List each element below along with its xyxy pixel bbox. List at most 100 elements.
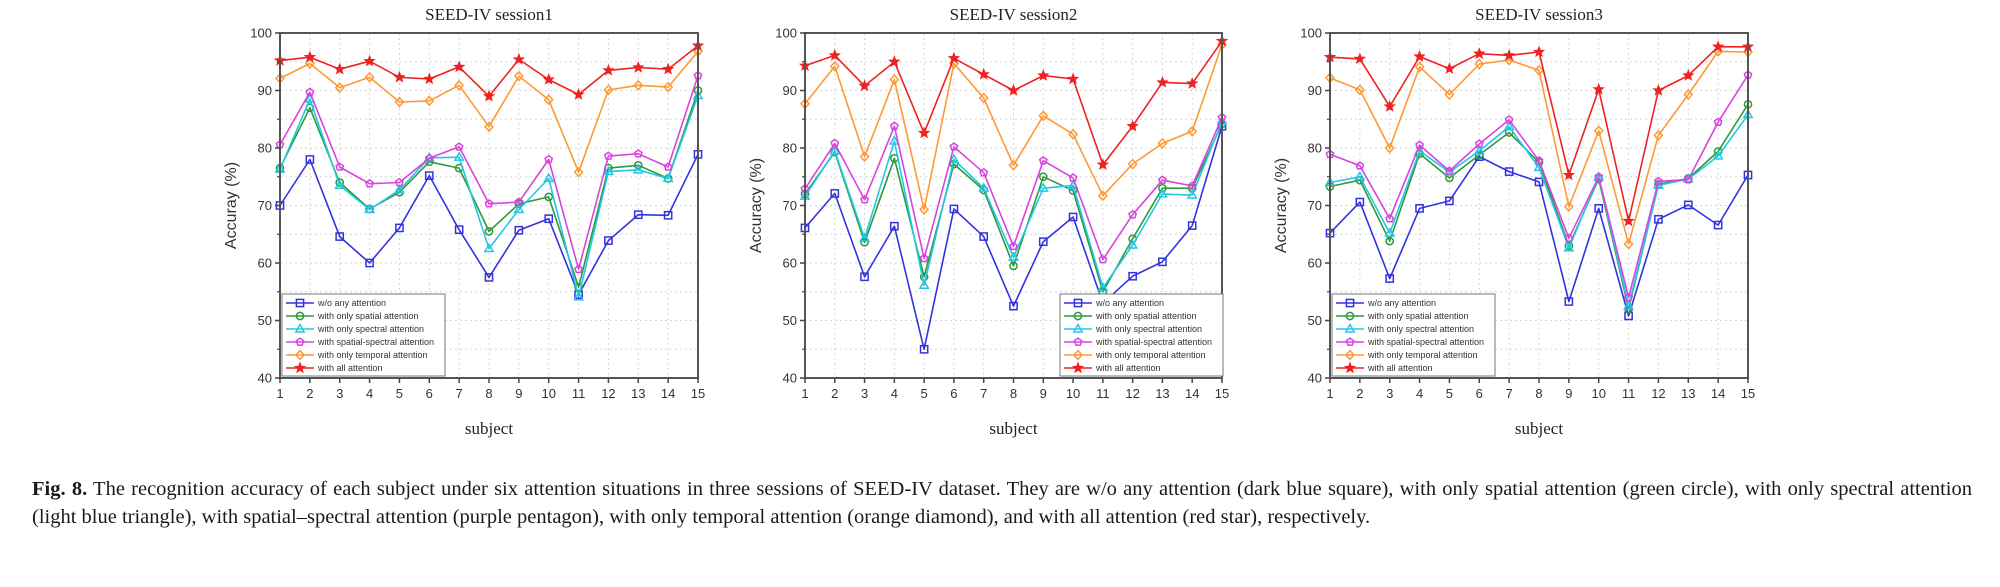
data-point-star [632,61,645,73]
legend-label: with spatial-spectral attention [1095,337,1212,347]
legend-marker-square [1073,298,1083,308]
chart-panel-session3: 1 2 3 4 5 6 7 8 9 10 11 12 13 14 15405060708090100SEED… [1273,5,1755,438]
data-point-square [1713,220,1723,230]
data-point-triangle [513,203,525,214]
data-point-diamond [1414,61,1425,73]
series-with-spatial-spectral-attention [800,112,1227,264]
legend-label: with only spectral attention [317,324,424,334]
legend-label: with only temporal attention [1095,350,1206,360]
data-point-star [1592,82,1605,95]
data-point-pentagon [633,149,643,158]
x-tick-label: 11 [1096,386,1110,401]
data-point-star [1353,52,1367,65]
data-point-diamond [543,94,554,106]
data-point-square [1504,167,1514,176]
data-point-triangle [483,242,495,253]
data-point-star [1066,72,1080,85]
figure: 1 2 3 4 5 6 7 8 9 10 11 12 13 14 15405060708090100SEED… [223,5,1755,438]
series-with-all-attention [798,34,1229,170]
data-point-triangle [918,279,930,290]
data-point-square [830,189,840,198]
legend-label: with only temporal attention [317,350,428,360]
data-point-triangle [978,182,990,192]
data-point-pentagon [544,154,554,164]
legend-item: with only temporal attention [1336,349,1478,361]
series-line [1329,155,1749,317]
data-point-star [858,79,871,92]
x-tick-label: 11 [572,386,586,401]
data-point-square [979,232,989,241]
data-point-circle [633,160,643,170]
data-point-star [947,51,961,64]
data-point-circle [1038,172,1048,182]
data-point-pentagon [830,138,840,148]
data-point-triangle [1473,144,1485,155]
data-point-diamond [573,166,584,178]
legend-label: with all attention [1095,363,1161,373]
series-line [1329,114,1749,307]
data-point-square [919,344,929,354]
x-tick-label: 12 [1651,386,1665,401]
data-point-circle [1158,183,1167,193]
data-point-square [365,258,374,268]
data-point-diamond [859,151,870,163]
x-tick-label: 11 [1622,386,1636,401]
x-tick-label: 14 [1185,386,1199,401]
data-point-triangle [632,163,644,174]
data-point-star [423,72,436,85]
series-line [279,50,699,173]
data-point-diamond [1097,190,1108,202]
series-with-only-temporal-attention [799,38,1228,216]
x-tick-label: 5 [1446,386,1453,401]
data-point-square [663,210,673,220]
data-point-square [1415,204,1424,213]
data-point-square [633,210,643,220]
legend-label: with all attention [1367,363,1433,373]
y-tick-label: 40 [258,371,272,386]
y-tick-label: 60 [258,256,272,271]
legend-item: with only temporal attention [1064,349,1206,361]
data-point-star [363,54,376,67]
data-point-square [1068,212,1078,222]
data-point-diamond [454,79,465,91]
data-point-star [393,70,406,83]
data-point-star [512,52,526,65]
data-point-pentagon [1653,176,1663,186]
data-point-pentagon [484,199,494,208]
data-point-square [305,155,315,164]
legend-marker-triangle [1072,323,1084,333]
legend-label: with all attention [317,363,383,373]
x-tick-label: 10 [1066,386,1080,401]
data-point-triangle [1097,281,1109,292]
chart-title: SEED-IV session3 [1475,5,1603,24]
legend-label: with only spatial attention [1095,311,1197,321]
legend-marker-circle [295,311,305,321]
data-point-star [1443,62,1456,74]
data-point-star [1186,77,1199,89]
data-point-star [977,67,990,80]
legend-label: with spatial-spectral attention [317,337,434,347]
data-point-star [482,89,496,102]
y-tick-label: 100 [775,26,797,41]
series-line [1329,50,1749,245]
data-point-star [1037,69,1050,81]
data-point-triangle [543,172,555,183]
series-with-only-spectral-attention [799,115,1228,292]
x-tick-label: 15 [1741,386,1755,401]
legend: w/o any attention with only spatial atten… [1059,293,1224,377]
legend-item: w/o any attention [1336,298,1436,308]
data-point-square [1445,196,1454,206]
legend-item: with all attention [1064,361,1161,374]
legend-label: with only spatial attention [317,311,419,321]
data-point-diamond [919,204,930,216]
x-tick-label: 9 [1565,386,1572,401]
data-point-star [1473,47,1486,60]
y-tick-label: 90 [1308,83,1322,98]
data-point-diamond [1683,89,1694,101]
data-point-triangle [888,135,900,145]
legend-marker-pentagon [1345,337,1355,346]
data-point-square [1355,197,1365,207]
y-tick-label: 90 [783,83,797,98]
data-point-star [303,50,317,63]
data-point-diamond [1157,137,1168,149]
